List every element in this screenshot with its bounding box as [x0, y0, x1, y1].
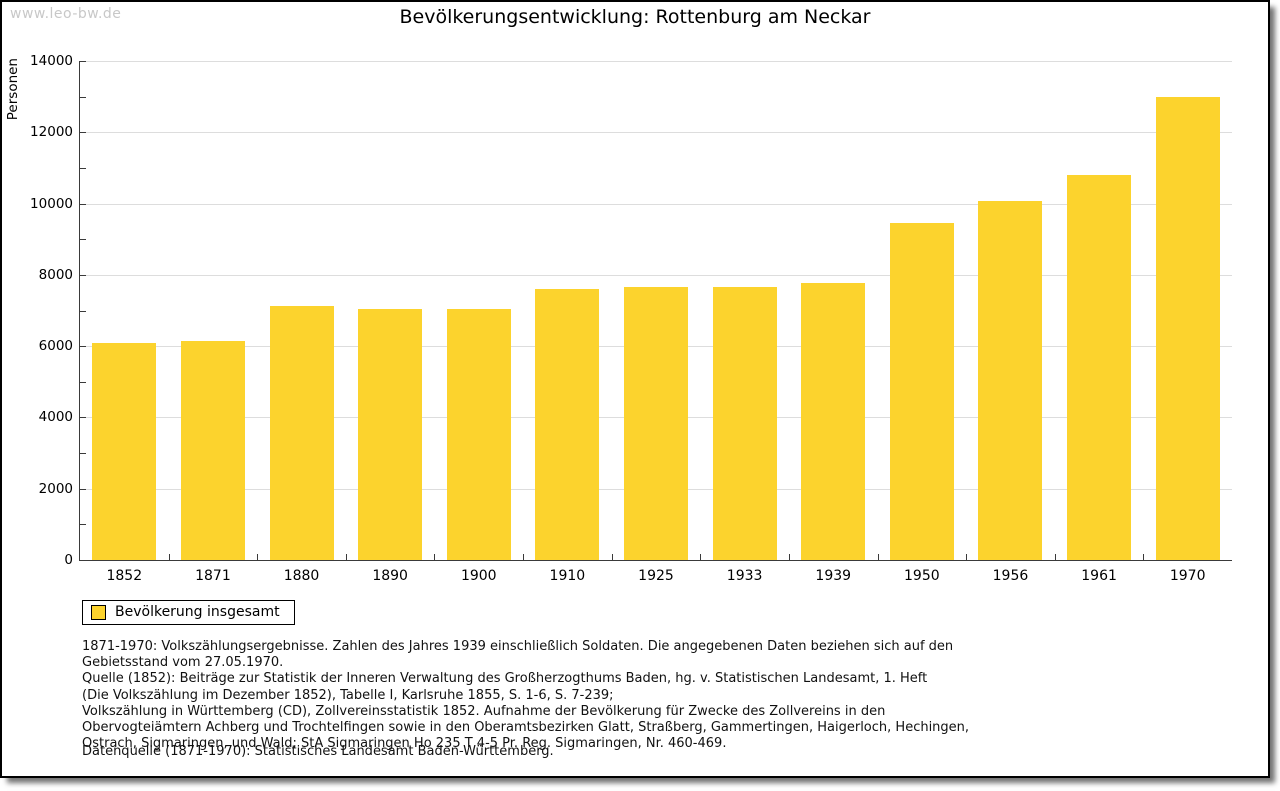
y-tick-label-12000: 12000: [30, 124, 73, 141]
chart-sheet: www.leo-bw.de Bevölkerungsentwicklung: R…: [0, 0, 1270, 778]
footnote-line-7: Ostrach, Sigmaringen, und Wald; StA Sigm…: [82, 736, 727, 752]
bar-1852: [92, 342, 157, 560]
x-tick-label-1900: 1900: [460, 568, 497, 584]
x-tick-label-1950: 1950: [904, 568, 940, 584]
x-tick-5: [523, 554, 525, 560]
bar-1950: [889, 223, 954, 560]
bar-1933: [712, 286, 777, 560]
bar-1910: [535, 288, 600, 560]
y-tick-1000: [80, 524, 86, 526]
y-tick-11000: [80, 167, 86, 169]
x-tick-label-1890: 1890: [372, 568, 408, 584]
watermark: www.leo-bw.de: [10, 6, 122, 22]
footnote-line-6: Obervogteiämtern Achberg und Trochtelfin…: [82, 720, 970, 736]
x-tick-label-1925: 1925: [638, 568, 674, 584]
y-tick-4000: [80, 417, 86, 419]
x-tick-4: [434, 554, 436, 560]
y-tick-label-4000: 4000: [38, 409, 73, 426]
datasource-note: Datenquelle (1871-1970): Statistisches L…: [82, 744, 554, 759]
x-tick-label-1939: 1939: [815, 568, 852, 584]
y-tick-8000: [80, 274, 86, 276]
chart-title: Bevölkerungsentwicklung: Rottenburg am N…: [399, 6, 871, 28]
x-tick-label-1852: 1852: [106, 568, 143, 584]
legend-label: Bevölkerung insgesamt: [115, 604, 280, 620]
x-tick-label-1880: 1880: [283, 568, 320, 584]
footnote-line-5: Volkszählung in Württemberg (CD), Zollve…: [82, 703, 886, 719]
y-axis-line: [79, 61, 80, 560]
x-tick-label-1910: 1910: [549, 568, 586, 584]
x-tick-3: [345, 554, 347, 560]
bar-1880: [269, 305, 334, 560]
x-tick-9: [877, 554, 879, 560]
y-tick-label-0: 0: [64, 552, 73, 568]
bar-1939: [801, 283, 866, 560]
legend-swatch: [91, 604, 106, 620]
y-tick-2000: [80, 488, 86, 490]
footnote-line-1: 1871-1970: Volkszählungsergebnisse. Zahl…: [82, 639, 954, 654]
footnote-line-4: (Die Volkszählung im Dezember 1852), Tab…: [82, 687, 614, 703]
gridline-8000: [80, 274, 1232, 276]
y-tick-label-6000: 6000: [38, 338, 73, 355]
bar-1871: [180, 340, 245, 560]
x-tick-11: [1054, 554, 1056, 560]
x-tick-label-1871: 1871: [195, 568, 231, 584]
bar-1961: [1067, 175, 1132, 560]
y-tick-3000: [80, 453, 86, 455]
x-tick-label-1956: 1956: [992, 568, 1029, 584]
y-tick-label-2000: 2000: [38, 480, 73, 497]
y-tick-13000: [80, 96, 86, 98]
bar-1900: [446, 309, 511, 560]
gridline-14000: [80, 61, 1232, 62]
y-tick-label-10000: 10000: [30, 195, 73, 212]
x-tick-6: [611, 554, 613, 560]
footnote-line-2: Gebietsstand vom 27.05.1970.: [82, 655, 284, 671]
x-tick-label-1933: 1933: [726, 568, 763, 584]
y-tick-7000: [80, 310, 86, 312]
y-tick-10000: [80, 203, 86, 205]
y-tick-5000: [80, 381, 86, 383]
x-axis-line: [79, 560, 1232, 561]
x-tick-8: [788, 554, 790, 560]
y-tick-9000: [80, 239, 86, 241]
bar-1970: [1155, 97, 1220, 560]
y-tick-6000: [80, 346, 86, 348]
x-tick-10: [966, 554, 968, 560]
footnotes: 1871-1970: Volkszählungsergebnisse. Zahl…: [82, 639, 969, 752]
y-axis-label: Personen: [5, 58, 21, 121]
gridline-12000: [80, 132, 1232, 134]
x-tick-1: [168, 554, 170, 560]
bar-1925: [624, 286, 688, 560]
footnote-line-3: Quelle (1852): Beiträge zur Statistik de…: [82, 671, 928, 687]
gridline-10000: [80, 203, 1232, 205]
y-tick-12000: [80, 132, 86, 134]
y-tick-label-14000: 14000: [30, 53, 73, 69]
x-tick-2: [257, 554, 259, 560]
x-tick-7: [700, 554, 702, 560]
x-tick-label-1970: 1970: [1169, 568, 1206, 584]
bar-1956: [978, 201, 1043, 560]
y-tick-14000: [80, 61, 86, 62]
plot-area: 2000 4000 6000 8000 10000 12000 14000 0 1852 1871…: [30, 53, 1232, 584]
bar-1890: [358, 309, 423, 560]
y-tick-label-8000: 8000: [38, 266, 73, 283]
x-tick-12: [1143, 554, 1145, 560]
x-tick-label-1961: 1961: [1081, 568, 1117, 584]
legend: Bevölkerung insgesamt: [82, 600, 295, 625]
